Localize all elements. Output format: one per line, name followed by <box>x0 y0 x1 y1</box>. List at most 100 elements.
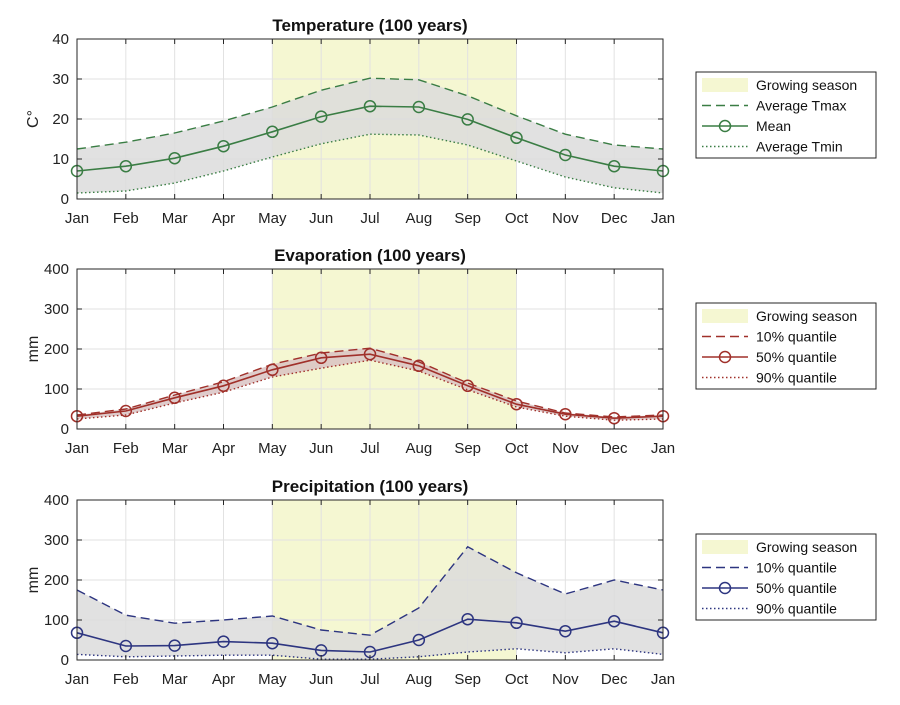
legend-label: Growing season <box>756 539 857 555</box>
legend-marker <box>718 581 732 595</box>
x-tick-label: Oct <box>505 671 529 688</box>
y-axis-label: C° <box>25 110 42 128</box>
y-tick-label: 400 <box>44 261 69 278</box>
x-tick-label: Oct <box>505 440 529 457</box>
data-point <box>168 151 181 165</box>
chart-title: Precipitation (100 years) <box>272 477 469 496</box>
quantile-band <box>77 78 663 193</box>
legend-label: Growing season <box>756 77 857 93</box>
x-tick-label: Sep <box>454 671 481 688</box>
series-line-1 <box>76 77 664 150</box>
data-point <box>510 616 523 630</box>
x-tick-label: Jul <box>360 210 379 227</box>
data-point <box>412 100 426 114</box>
legend-swatch <box>702 540 748 554</box>
y-tick-label: 200 <box>44 572 69 589</box>
x-tick-label: May <box>258 210 287 227</box>
legend: Growing season 10% quantile 50% quantile 90… <box>695 302 877 390</box>
x-tick-label: Nov <box>552 671 579 688</box>
x-tick-label: Sep <box>454 440 481 457</box>
data-point <box>412 359 426 373</box>
legend-label: Average Tmin <box>756 139 843 155</box>
data-point <box>217 139 230 153</box>
data-point <box>412 633 426 647</box>
data-point <box>266 636 279 650</box>
quantile-band <box>77 546 663 660</box>
legend: Growing season 10% quantile 50% quantile 90… <box>695 533 877 621</box>
legend-label: 90% quantile <box>756 601 837 617</box>
x-tick-label: Oct <box>505 210 529 227</box>
data-point <box>607 411 621 425</box>
y-tick-label: 0 <box>61 191 69 208</box>
data-point <box>314 351 328 365</box>
legend-label: Growing season <box>756 308 857 324</box>
y-tick-label: 100 <box>44 612 69 629</box>
x-tick-label: Feb <box>113 671 139 688</box>
data-point <box>510 397 523 411</box>
data-point <box>168 391 181 405</box>
series-line-2 <box>76 105 664 172</box>
data-point <box>314 110 328 123</box>
chart-panel-1: Jan Feb Mar Apr May Jun Jul Aug Sep Oct Nov Dec Jan 0… <box>25 16 877 227</box>
y-tick-label: 40 <box>52 31 69 48</box>
y-tick-label: 200 <box>44 341 69 358</box>
legend-swatch <box>702 78 748 92</box>
x-tick-label: Aug <box>405 671 432 688</box>
y-tick-label: 0 <box>61 652 69 669</box>
x-tick-label: Jun <box>309 440 333 457</box>
quantile-band <box>77 348 663 421</box>
legend-label: 50% quantile <box>756 349 837 365</box>
data-point <box>119 159 133 173</box>
data-point <box>461 379 474 393</box>
data-point <box>559 407 572 421</box>
x-tick-label: Dec <box>601 210 628 227</box>
x-tick-label: Jan <box>651 440 675 457</box>
data-point <box>168 639 181 652</box>
x-tick-label: May <box>258 671 287 688</box>
y-tick-label: 20 <box>52 111 69 128</box>
x-tick-label: Apr <box>212 210 235 227</box>
x-tick-label: Feb <box>113 440 139 457</box>
series-line-3 <box>76 133 664 194</box>
x-tick-label: Jan <box>65 210 89 227</box>
chart-panel-3: Jan Feb Mar Apr May Jun Jul Aug Sep Oct Nov Dec Jan 0… <box>25 477 877 688</box>
y-axis-label: mm <box>25 567 42 594</box>
legend-label: 50% quantile <box>756 580 837 596</box>
legend-swatch <box>702 309 748 323</box>
data-point <box>363 99 377 113</box>
x-tick-label: Jan <box>651 671 675 688</box>
data-point <box>119 404 133 418</box>
x-tick-label: Jan <box>65 671 89 688</box>
data-point <box>266 363 279 377</box>
x-tick-label: Sep <box>454 210 481 227</box>
y-tick-label: 0 <box>61 421 69 438</box>
data-point <box>119 639 133 653</box>
data-point <box>363 347 377 361</box>
x-tick-label: Nov <box>552 440 579 457</box>
legend-marker <box>718 350 732 364</box>
series-line-2 <box>76 353 664 420</box>
legend-marker <box>718 119 732 133</box>
x-tick-label: Mar <box>162 440 188 457</box>
y-tick-label: 300 <box>44 532 69 549</box>
data-point <box>559 624 572 638</box>
x-tick-label: Apr <box>212 440 235 457</box>
legend-label: 10% quantile <box>756 329 837 345</box>
x-tick-label: Aug <box>405 440 432 457</box>
chart-title: Evaporation (100 years) <box>274 246 466 265</box>
y-tick-label: 10 <box>52 151 69 168</box>
x-tick-label: Mar <box>162 671 188 688</box>
legend-label: 90% quantile <box>756 370 837 386</box>
x-tick-label: Mar <box>162 210 188 227</box>
x-tick-label: Nov <box>552 210 579 227</box>
data-point <box>607 159 621 173</box>
x-tick-label: Jan <box>651 210 675 227</box>
x-tick-label: Jun <box>309 210 333 227</box>
data-point <box>217 379 230 393</box>
series-line-1 <box>76 545 664 636</box>
legend: Growing season Average Tmax Mean Average Tm… <box>695 71 877 159</box>
legend-label: Mean <box>756 118 791 134</box>
x-tick-label: Apr <box>212 671 235 688</box>
